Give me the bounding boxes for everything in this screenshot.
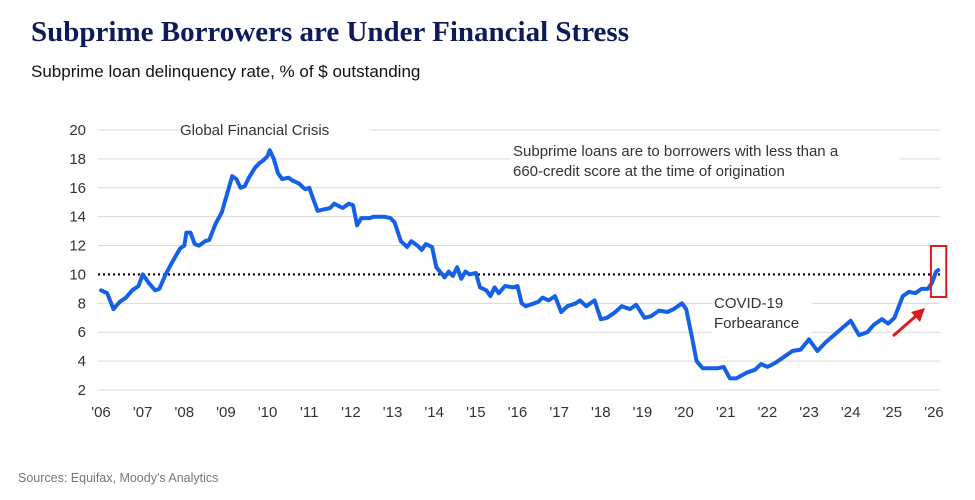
chart-title: Subprime Borrowers are Under Financial S… bbox=[31, 16, 629, 48]
x-tick-label: '11 bbox=[300, 404, 318, 421]
covid-label-bg bbox=[712, 293, 812, 335]
source-note: Sources: Equifax, Moody's Analytics bbox=[18, 471, 219, 485]
x-tick-label: '13 bbox=[383, 404, 403, 421]
y-tick-label: 12 bbox=[69, 238, 86, 255]
annotation-note-line2: 660-credit score at the time of originat… bbox=[513, 163, 785, 180]
y-tick-label: 4 bbox=[78, 353, 86, 370]
x-tick-label: '17 bbox=[549, 404, 569, 421]
series-line bbox=[99, 148, 941, 381]
arrowhead-icon bbox=[911, 308, 925, 322]
x-axis-ticks: '06 '07 '08 '09 '10 '11 '12 '13 '14 '15 '16 '17 '18 '… bbox=[91, 404, 944, 421]
y-tick-label: 18 bbox=[69, 151, 86, 168]
x-tick-label: '26 bbox=[924, 404, 944, 421]
annotation-gfc: Global Financial Crisis bbox=[180, 122, 329, 139]
x-tick-label: '25 bbox=[883, 404, 903, 421]
x-tick-label: '15 bbox=[466, 404, 486, 421]
y-tick-label: 20 bbox=[69, 122, 86, 139]
x-tick-label: '12 bbox=[341, 404, 361, 421]
annotation-covid-line2: Forbearance bbox=[714, 315, 799, 332]
y-tick-label: 8 bbox=[78, 295, 86, 312]
y-tick-label: 16 bbox=[69, 180, 86, 197]
x-tick-label: '14 bbox=[424, 404, 444, 421]
highlight-box bbox=[929, 245, 948, 298]
x-tick-label: '21 bbox=[716, 404, 736, 421]
annotation-note-line1: Subprime loans are to borrowers with les… bbox=[513, 143, 839, 160]
highlight-arrow bbox=[892, 314, 917, 338]
gfc-label-bg bbox=[180, 122, 370, 140]
x-tick-label: '20 bbox=[674, 404, 694, 421]
annotation-covid-line1: COVID-19 bbox=[714, 295, 783, 312]
x-tick-label: '07 bbox=[133, 404, 153, 421]
y-tick-label: 6 bbox=[78, 324, 86, 341]
x-tick-label: '22 bbox=[758, 404, 778, 421]
note-bg bbox=[510, 140, 900, 182]
y-tick-label: 2 bbox=[78, 382, 86, 399]
x-tick-label: '09 bbox=[216, 404, 236, 421]
x-tick-label: '16 bbox=[508, 404, 528, 421]
x-tick-label: '06 bbox=[91, 404, 111, 421]
x-tick-label: '08 bbox=[175, 404, 195, 421]
chart-subtitle: Subprime loan delinquency rate, % of $ o… bbox=[31, 62, 421, 81]
x-tick-label: '18 bbox=[591, 404, 611, 421]
x-tick-label: '19 bbox=[633, 404, 653, 421]
gridlines bbox=[98, 129, 940, 391]
x-tick-label: '24 bbox=[841, 404, 861, 421]
y-tick-label: 14 bbox=[69, 209, 86, 226]
x-tick-label: '10 bbox=[258, 404, 278, 421]
y-axis-ticks: 20 18 16 14 12 10 8 6 4 2 bbox=[69, 122, 86, 399]
x-tick-label: '23 bbox=[799, 404, 819, 421]
y-tick-label: 10 bbox=[69, 266, 86, 283]
